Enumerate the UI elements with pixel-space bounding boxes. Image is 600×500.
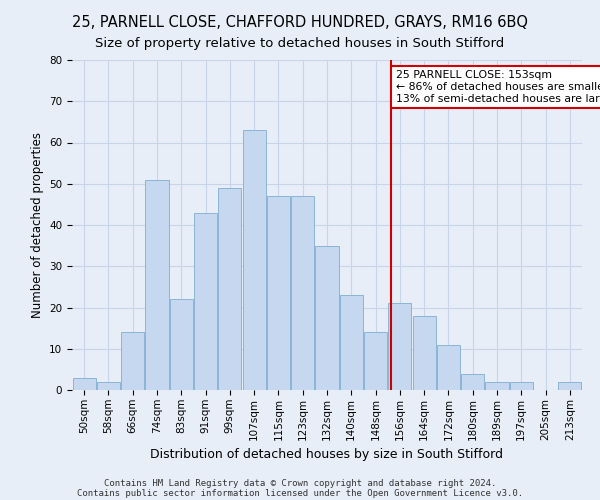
Bar — [170, 299, 193, 390]
Bar — [364, 332, 387, 390]
Bar — [559, 382, 581, 390]
Bar — [97, 382, 120, 390]
Bar — [510, 382, 533, 390]
Bar — [388, 304, 412, 390]
Bar — [485, 382, 509, 390]
Bar — [121, 332, 144, 390]
Text: Size of property relative to detached houses in South Stifford: Size of property relative to detached ho… — [95, 38, 505, 51]
Text: 25 PARNELL CLOSE: 153sqm
← 86% of detached houses are smaller (408)
13% of semi-: 25 PARNELL CLOSE: 153sqm ← 86% of detach… — [395, 70, 600, 104]
Y-axis label: Number of detached properties: Number of detached properties — [31, 132, 44, 318]
Bar — [413, 316, 436, 390]
Bar — [145, 180, 169, 390]
X-axis label: Distribution of detached houses by size in South Stifford: Distribution of detached houses by size … — [151, 448, 503, 461]
Bar — [218, 188, 241, 390]
Bar — [437, 344, 460, 390]
Text: Contains HM Land Registry data © Crown copyright and database right 2024.: Contains HM Land Registry data © Crown c… — [104, 478, 496, 488]
Bar — [73, 378, 95, 390]
Text: 25, PARNELL CLOSE, CHAFFORD HUNDRED, GRAYS, RM16 6BQ: 25, PARNELL CLOSE, CHAFFORD HUNDRED, GRA… — [72, 15, 528, 30]
Bar — [267, 196, 290, 390]
Bar — [340, 295, 363, 390]
Bar — [242, 130, 266, 390]
Text: Contains public sector information licensed under the Open Government Licence v3: Contains public sector information licen… — [77, 488, 523, 498]
Bar — [194, 212, 217, 390]
Bar — [316, 246, 338, 390]
Bar — [461, 374, 484, 390]
Bar — [291, 196, 314, 390]
